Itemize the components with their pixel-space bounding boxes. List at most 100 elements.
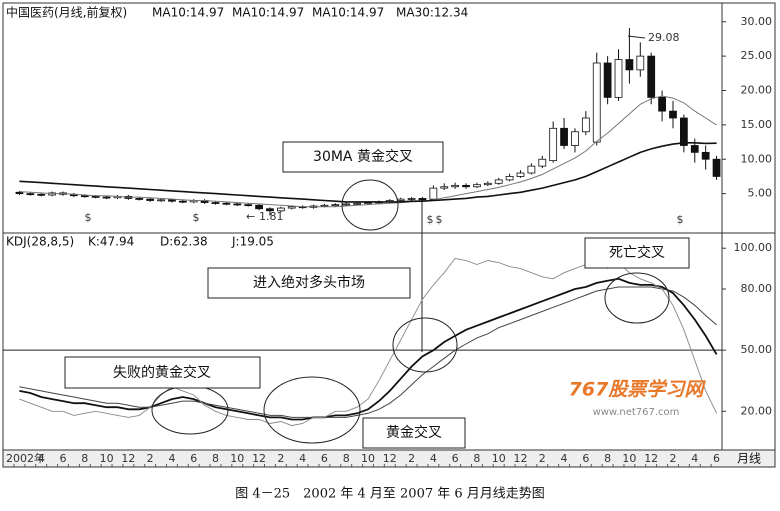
y-tick-label: 25.00: [741, 49, 773, 62]
x-tick-label: 2: [539, 452, 546, 465]
candle-body: [451, 184, 460, 188]
candle-body: [157, 199, 165, 202]
candle-body: [560, 127, 568, 146]
y-tick-label: 5.00: [748, 187, 773, 200]
candle-body: [527, 165, 536, 174]
x-tick-label: 4: [430, 452, 437, 465]
candle-body: [168, 199, 176, 202]
y-tick-label: 10.00: [741, 152, 773, 165]
y-tick-label: 20.00: [741, 84, 773, 97]
candle-body: [647, 55, 656, 98]
event-marker: $: [193, 211, 200, 224]
y-tick-label: 100.00: [734, 241, 773, 254]
candle-body: [15, 191, 24, 195]
series-line: [19, 286, 717, 418]
candle-body: [494, 179, 503, 184]
x-tick-label: 2: [277, 452, 284, 465]
candle-body: [102, 196, 111, 199]
highlight-ellipse: [392, 317, 458, 373]
x-tick-label: 4: [38, 452, 45, 465]
x-tick-label: 10: [622, 452, 636, 465]
x-tick-label: 12: [121, 452, 135, 465]
candle-body: [473, 184, 481, 188]
x-tick-label: 2: [669, 452, 676, 465]
x-tick-label: 12: [644, 452, 658, 465]
legend-label: MA10:14.97: [152, 6, 224, 20]
callout-box: [207, 267, 411, 299]
x-tick-label: 4: [561, 452, 568, 465]
candle-body: [80, 195, 89, 198]
x-tick-label: 6: [60, 452, 67, 465]
candle-body: [462, 184, 470, 188]
callout: 黄金交叉: [386, 424, 442, 441]
series-line: [19, 277, 718, 421]
legend-label: K:47.94: [88, 235, 134, 249]
candle-body: [505, 176, 514, 181]
event-marker: $: [436, 213, 443, 226]
x-tick-label: 2002年: [6, 451, 45, 465]
watermark-title: 767股票学习网: [569, 379, 707, 401]
candle-body: [679, 117, 688, 146]
legend-label: MA10:14.97: [312, 6, 384, 20]
event-marker: $: [85, 211, 92, 224]
candle-body: [353, 202, 361, 205]
candle-body: [669, 110, 677, 119]
candle-body: [211, 202, 220, 204]
x-tick-label: 6: [321, 452, 328, 465]
y-tick-label: 15.00: [741, 118, 773, 131]
legend-label: J:19.05: [231, 235, 274, 249]
candle-body: [146, 198, 155, 201]
highlight-ellipse: [263, 376, 361, 444]
x-tick-label: 12: [252, 452, 266, 465]
x-tick-label: 12: [513, 452, 527, 465]
x-tick-label: 8: [604, 452, 611, 465]
candle-body: [178, 200, 187, 203]
legend-label: D:62.38: [160, 235, 208, 249]
x-tick-label: 12: [383, 452, 397, 465]
candle-body: [276, 207, 285, 212]
x-tick-label: 4: [299, 452, 306, 465]
candle-body: [37, 193, 46, 196]
watermark-url: www.net767.com: [593, 407, 680, 418]
highlight-ellipse: [341, 179, 399, 231]
x-tick-label: 6: [582, 452, 589, 465]
candle-body: [712, 158, 721, 177]
candle-body: [538, 158, 547, 167]
candle-body: [516, 172, 525, 177]
annotation: 29.08: [648, 31, 680, 44]
callout-box: [584, 237, 690, 269]
candle-body: [26, 193, 35, 196]
callout: 失败的黄金交叉: [113, 364, 211, 381]
callout-box: [64, 356, 261, 389]
y-tick-label: 80.00: [741, 282, 773, 295]
candle-body: [407, 198, 416, 200]
x-tick-label: 10: [492, 452, 506, 465]
annotation: 1.81: [259, 210, 284, 223]
candle-body: [396, 198, 405, 201]
callout: 死亡交叉: [609, 244, 665, 261]
highlight-ellipse: [604, 272, 670, 324]
event-marker: $: [677, 213, 684, 226]
candle-body: [581, 117, 590, 133]
x-tick-label: 8: [212, 452, 219, 465]
candle-body: [135, 198, 144, 200]
period-label: 月线: [737, 452, 761, 466]
callout-box: [362, 417, 466, 449]
candle-body: [690, 145, 699, 153]
x-tick-label: 6: [190, 452, 197, 465]
candle-body: [483, 182, 492, 186]
candle-body: [418, 198, 427, 201]
candle-body: [320, 204, 329, 207]
candle-body: [255, 204, 263, 210]
main-title: 中国医药(月线,前复权): [6, 5, 127, 20]
x-axis-strip: [2, 449, 776, 468]
candle-body: [233, 203, 242, 206]
legend-label: MA30:12.34: [396, 6, 468, 20]
candle-body: [266, 208, 274, 212]
candle-body: [636, 55, 645, 71]
y-tick-label: 50.00: [741, 343, 773, 356]
candle-body: [244, 204, 253, 207]
series-line: [19, 95, 717, 208]
candle-body: [592, 62, 601, 143]
